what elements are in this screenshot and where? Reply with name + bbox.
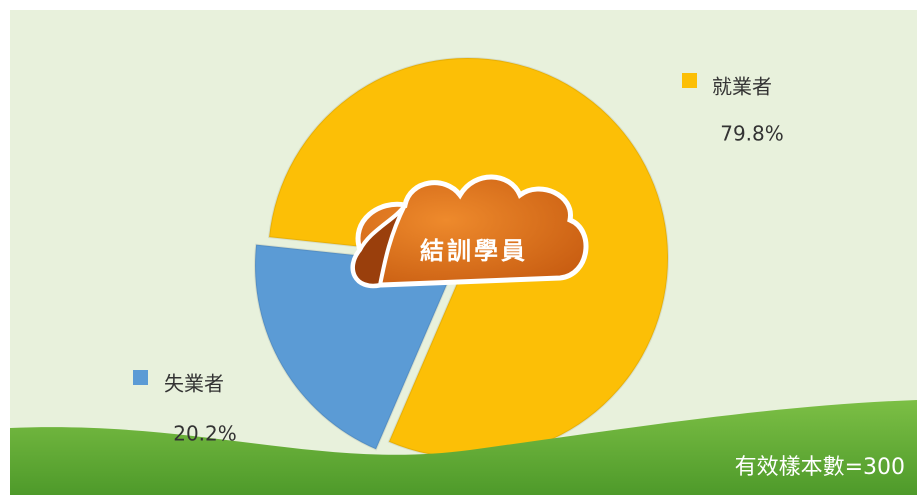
grass-wave	[10, 400, 917, 495]
value-label: 79.8%	[720, 122, 784, 146]
chart-title: 結訓學員	[420, 237, 528, 265]
pie-slice	[254, 243, 457, 451]
legend-swatch	[133, 370, 148, 385]
center-badge: 結訓學員	[350, 174, 589, 289]
legend-label: 失業者	[164, 372, 224, 396]
legend-swatch	[682, 73, 697, 88]
sample-note: 有效樣本數=300	[735, 455, 905, 480]
value-label: 20.2%	[173, 422, 237, 446]
legend-label: 就業者	[712, 75, 772, 99]
